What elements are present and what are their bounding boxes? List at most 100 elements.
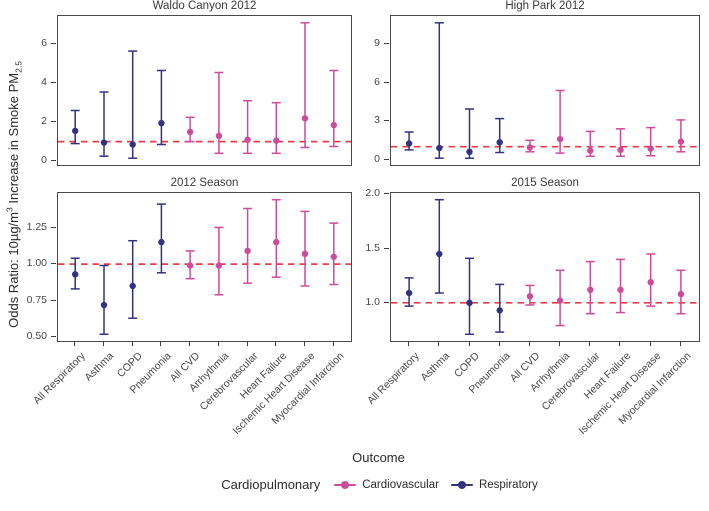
error-bar (99, 91, 109, 157)
point-estimate (647, 279, 654, 286)
x-tick-label: All Respiratory (30, 350, 88, 407)
error-bar (70, 257, 80, 290)
point-estimate (330, 121, 337, 129)
x-tick-mark (619, 342, 621, 346)
point-estimate (215, 132, 223, 139)
point-estimate (273, 238, 280, 246)
x-tick-mark (589, 342, 591, 346)
x-tick-mark (559, 342, 561, 346)
error-bar (329, 69, 339, 148)
x-tick-mark (102, 342, 104, 346)
x-tick-mark (528, 342, 530, 346)
y-tick-label: 2.0 (365, 187, 380, 200)
error-bar (214, 71, 224, 155)
point-estimate (186, 262, 194, 269)
y-tick-label: 1.5 (365, 241, 380, 254)
error-bar (555, 269, 565, 327)
x-tick-mark (275, 342, 277, 346)
y-tick-label: 0.75 (26, 293, 47, 306)
x-axis-labels-right: All Respiratory Asthma COPD Pneumonia All CV… (365, 342, 700, 452)
error-bar (214, 226, 224, 296)
y-tick-mark (384, 247, 389, 249)
point-estimate (405, 140, 413, 147)
y-tick-mark (51, 299, 56, 301)
x-tick-mark (304, 342, 306, 346)
point-estimate (436, 250, 443, 258)
legend: Cardiopulmonary Cardiovascular Respirato… (50, 477, 709, 492)
y-tick-mark (51, 263, 56, 265)
point-estimate (496, 307, 503, 314)
x-tick-mark (189, 342, 191, 346)
error-bar (404, 131, 414, 151)
error-bar (271, 101, 281, 155)
error-bar (185, 116, 195, 143)
panel-title: Waldo Canyon 2012 (152, 0, 257, 12)
legend-title: Cardiopulmonary (221, 477, 321, 492)
point-estimate (273, 137, 280, 144)
panel-title: 2012 Season (170, 177, 239, 189)
y-tick-mark (384, 158, 389, 160)
error-bar (465, 108, 474, 159)
y-tick-mark (384, 301, 389, 303)
y-tick-label: 0 (374, 152, 380, 165)
panel-2012-season: 2012 Season 0.50 0.75 1.00 1.25 (27, 177, 352, 342)
y-tick-mark (51, 160, 56, 162)
error-bar (243, 207, 253, 284)
y-tick-mark (384, 120, 389, 122)
point-estimate (617, 286, 624, 293)
point-estimate (72, 271, 79, 278)
y-tick-label: 1.00 (26, 257, 47, 270)
point-estimate (496, 139, 503, 146)
y-axis-ticks: 0.50 0.75 1.00 1.25 (11, 192, 57, 342)
y-tick-label: 0.50 (26, 330, 47, 343)
plot-area-2012-season (57, 192, 352, 342)
error-bar (128, 50, 138, 159)
panel-canvas (391, 22, 699, 159)
y-tick-label: 0 (41, 154, 47, 167)
point-estimate (186, 128, 194, 136)
plot-area-waldo-canyon-2012 (57, 15, 352, 166)
x-tick-label: Asthma (418, 350, 452, 384)
y-tick-mark (384, 193, 389, 195)
point-estimate (405, 289, 413, 297)
x-tick-mark (649, 342, 651, 346)
error-bar (646, 126, 656, 157)
y-tick-label: 2 (41, 115, 47, 128)
y-tick-mark (51, 82, 56, 84)
error-bar (585, 260, 595, 315)
error-bar (271, 198, 281, 278)
y-tick-label: 1.25 (26, 220, 47, 233)
x-tick-label: Asthma (82, 350, 117, 384)
x-tick-mark (160, 342, 162, 346)
error-bar (99, 264, 109, 336)
y-tick-label: 6 (374, 75, 380, 88)
y-tick-label: 3 (374, 114, 380, 127)
error-bar (156, 203, 166, 274)
point-estimate (556, 135, 564, 143)
x-tick-mark (468, 342, 470, 346)
point-estimate (158, 238, 165, 246)
point-estimate (215, 262, 223, 269)
point-estimate (526, 293, 534, 300)
point-estimate (100, 301, 108, 309)
panel-2015-season: 2015 Season 1.0 1.5 2.0 (365, 177, 700, 342)
panel-canvas (58, 22, 351, 159)
x-tick-mark (131, 342, 133, 346)
error-bar (525, 284, 535, 306)
error-bar (300, 22, 310, 149)
error-bar (646, 253, 656, 307)
x-tick-mark (498, 342, 500, 346)
x-tick-label: All Respiratory (364, 350, 422, 407)
y-tick-mark (51, 121, 56, 123)
error-bar (585, 130, 595, 158)
y-tick-label: 4 (41, 76, 47, 89)
point-estimate (158, 119, 165, 127)
error-bar (434, 22, 444, 159)
point-estimate (677, 138, 685, 145)
point-estimate (100, 139, 108, 146)
panel-title: 2015 Season (511, 177, 579, 189)
x-axis-label: Outcome (352, 450, 405, 465)
error-bar (128, 239, 138, 319)
error-bar (404, 277, 414, 307)
y-tick-mark (384, 81, 389, 83)
